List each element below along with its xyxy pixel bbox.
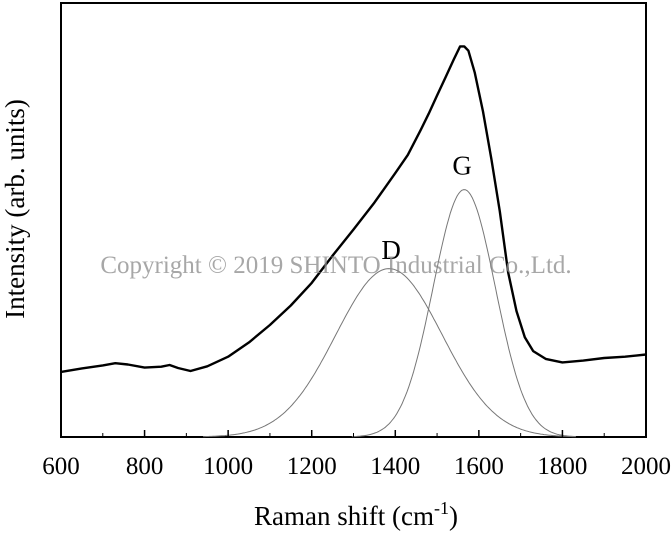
x-tick-label-1000: 1000 — [203, 453, 253, 480]
x-tick-label-1600: 1600 — [454, 453, 504, 480]
peak-label-d: D — [381, 235, 401, 265]
series-d-band — [203, 268, 576, 438]
x-axis: 600 800 1000 1200 1400 1600 1800 2000 — [42, 430, 671, 480]
x-tick-label-2000: 2000 — [621, 453, 671, 480]
series-g-band — [351, 189, 576, 438]
x-tick-label-800: 800 — [126, 453, 164, 480]
series-measured-spectrum — [60, 45, 647, 374]
y-axis-title: Intensity (arb. units) — [0, 99, 30, 319]
x-axis-title: Raman shift (cm-1) — [254, 498, 458, 531]
plot-area — [60, 2, 647, 438]
x-tick-label-1400: 1400 — [370, 453, 420, 480]
peak-label-g: G — [452, 150, 472, 180]
plot-frame — [60, 2, 647, 438]
x-tick-label-1200: 1200 — [287, 453, 337, 480]
x-axis-title-sup: -1 — [434, 498, 449, 518]
x-axis-title-main: Raman shift (cm — [254, 501, 434, 531]
copyright-watermark: Copyright © 2019 SHINTO Industrial Co.,L… — [100, 252, 571, 279]
x-axis-title-end: ) — [449, 501, 458, 531]
x-tick-label-1800: 1800 — [537, 453, 587, 480]
x-tick-label-600: 600 — [42, 453, 80, 480]
